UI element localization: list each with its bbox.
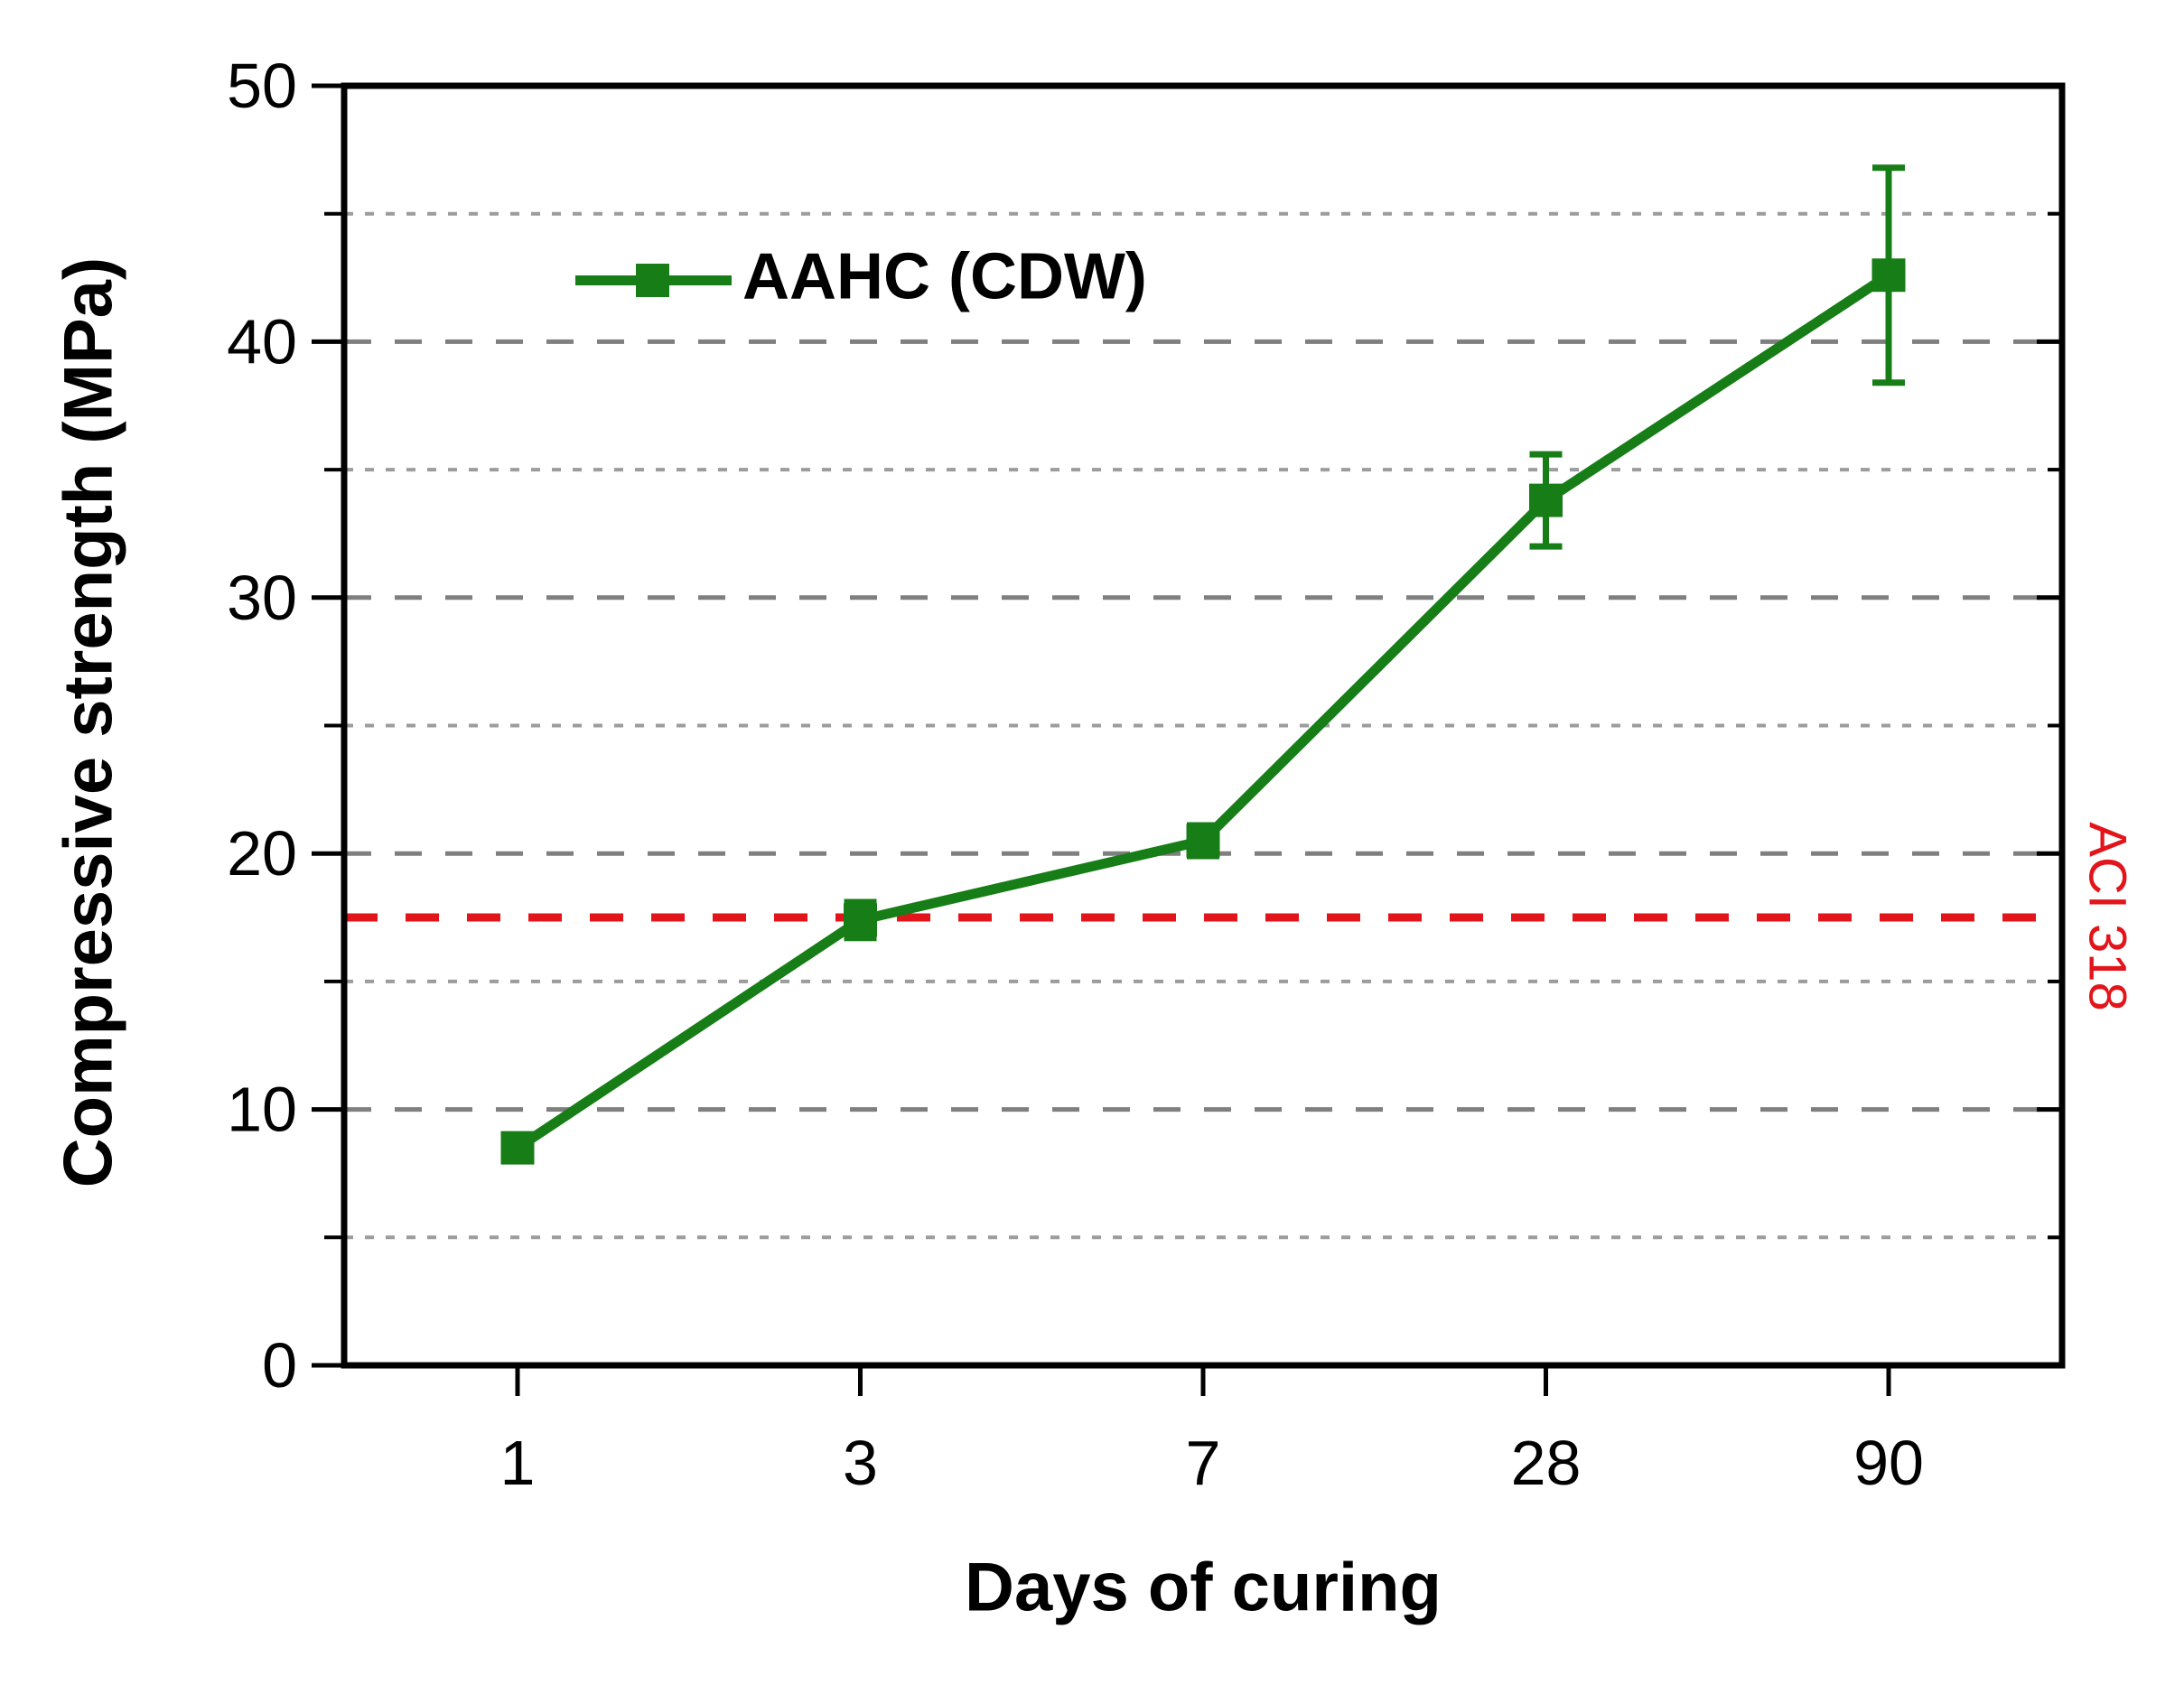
x-tick-label: 3 bbox=[843, 1428, 878, 1498]
data-point-marker bbox=[500, 1131, 535, 1165]
y-tick-label: 50 bbox=[227, 51, 297, 121]
y-tick-label: 0 bbox=[262, 1330, 297, 1401]
y-tick-label: 40 bbox=[227, 306, 297, 377]
data-point-marker bbox=[844, 903, 877, 937]
y-tick-label: 20 bbox=[227, 818, 297, 889]
x-tick-label: 1 bbox=[500, 1428, 536, 1498]
x-tick-label: 90 bbox=[1853, 1428, 1924, 1498]
reference-line-label: ACI 318 bbox=[2077, 822, 2137, 1011]
data-point-marker bbox=[1871, 258, 1906, 293]
legend-label: AAHC (CDW) bbox=[742, 240, 1147, 313]
data-point-marker bbox=[1529, 483, 1563, 517]
x-axis-title: Days of curing bbox=[965, 1549, 1442, 1626]
y-tick-label: 10 bbox=[227, 1075, 297, 1145]
y-tick-label: 30 bbox=[227, 563, 297, 633]
data-point-marker bbox=[1186, 824, 1220, 858]
x-tick-label: 28 bbox=[1511, 1428, 1582, 1498]
x-tick-label: 7 bbox=[1186, 1428, 1221, 1498]
y-axis-title: Compressive strength (MPa) bbox=[50, 256, 127, 1188]
legend-marker-square bbox=[636, 264, 669, 297]
series-line bbox=[514, 271, 1892, 1152]
